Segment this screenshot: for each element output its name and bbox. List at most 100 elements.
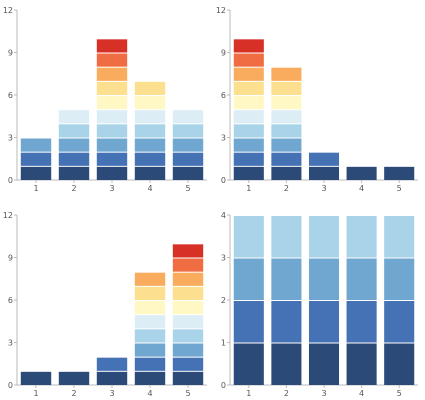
bar-segment	[233, 343, 264, 385]
bar-segment	[172, 315, 204, 329]
x-tick-label: 1	[246, 184, 251, 193]
x-tick-label: 4	[147, 184, 152, 193]
bar-segment	[134, 96, 166, 110]
bar-segment	[96, 110, 128, 124]
bar-segment	[271, 81, 302, 95]
x-tick-label: 5	[397, 389, 402, 398]
x-tick-label: 2	[284, 389, 289, 398]
x-tick-label: 3	[321, 389, 326, 398]
x-tick-label: 4	[359, 389, 364, 398]
bar-segment	[308, 166, 340, 180]
bar-segment	[233, 81, 264, 95]
bar-segment	[96, 124, 128, 138]
bar-segment	[233, 67, 264, 81]
bar-segment	[233, 39, 264, 53]
bar-segment	[271, 258, 302, 300]
bar-segment	[346, 216, 377, 258]
bar-segment	[134, 286, 166, 300]
bar-segment	[308, 152, 340, 166]
bar-segment	[384, 258, 415, 300]
bar-segment	[233, 301, 264, 343]
x-tick-label: 1	[33, 389, 38, 398]
y-tick-label: 12	[216, 6, 226, 15]
bar-segment	[233, 138, 264, 152]
bar-segment	[308, 258, 340, 300]
y-tick-label: 9	[8, 49, 13, 58]
x-tick-label: 4	[147, 389, 152, 398]
bar-segment	[271, 124, 302, 138]
bar-segment	[58, 124, 90, 138]
bar-4	[134, 81, 166, 180]
bar-segment	[134, 315, 166, 329]
bar-segment	[172, 286, 204, 300]
bar-5	[384, 216, 415, 385]
y-tick-label: 0	[221, 381, 226, 390]
bar-segment	[233, 166, 264, 180]
bar-segment	[384, 216, 415, 258]
x-tick-label: 4	[359, 184, 364, 193]
bar-2	[271, 67, 302, 180]
bar-3	[308, 216, 340, 385]
bar-segment	[172, 110, 204, 124]
bar-segment	[172, 124, 204, 138]
bar-2	[271, 216, 302, 385]
bar-segment	[134, 329, 166, 343]
y-tick-label: 3	[221, 254, 226, 263]
bar-3	[96, 39, 128, 180]
bar-segment	[233, 96, 264, 110]
bar-segment	[271, 138, 302, 152]
bar-segment	[233, 110, 264, 124]
x-tick-label: 3	[109, 389, 114, 398]
y-tick-label: 6	[8, 296, 13, 305]
bar-segment	[96, 371, 128, 385]
bar-segment	[172, 301, 204, 315]
bar-segment	[134, 343, 166, 357]
x-tick-label: 3	[321, 184, 326, 193]
bar-segment	[308, 216, 340, 258]
x-tick-label: 1	[246, 389, 251, 398]
bar-segment	[384, 343, 415, 385]
y-tick-label: 9	[8, 254, 13, 263]
bar-4	[134, 272, 166, 385]
bar-2	[58, 371, 90, 385]
bar-segment	[58, 110, 90, 124]
y-tick-label: 6	[8, 91, 13, 100]
bar-segment	[346, 343, 377, 385]
bar-1	[20, 371, 52, 385]
bar-segment	[96, 67, 128, 81]
bar-segment	[58, 138, 90, 152]
bar-segment	[346, 166, 377, 180]
bar-segment	[346, 258, 377, 300]
x-tick-label: 3	[109, 184, 114, 193]
bar-segment	[96, 81, 128, 95]
bar-segment	[172, 343, 204, 357]
y-tick-label: 0	[8, 176, 13, 185]
bar-segment	[20, 371, 52, 385]
bar-segment	[271, 301, 302, 343]
bar-segment	[271, 67, 302, 81]
bar-segment	[172, 272, 204, 286]
bar-segment	[233, 53, 264, 67]
bar-segment	[20, 152, 52, 166]
x-tick-label: 2	[71, 184, 76, 193]
y-tick-label: 2	[221, 296, 226, 305]
bar-4	[346, 166, 377, 180]
bar-segment	[346, 301, 377, 343]
x-tick-label: 5	[185, 389, 190, 398]
y-tick-label: 4	[221, 211, 226, 220]
bar-segment	[96, 166, 128, 180]
bar-segment	[233, 152, 264, 166]
bar-segment	[134, 301, 166, 315]
x-tick-label: 5	[397, 184, 402, 193]
y-tick-label: 6	[221, 91, 226, 100]
bar-segment	[134, 124, 166, 138]
x-tick-label: 2	[284, 184, 289, 193]
y-tick-label: 9	[221, 49, 226, 58]
y-tick-label: 1	[221, 339, 226, 348]
y-tick-label: 3	[8, 339, 13, 348]
bar-segment	[271, 110, 302, 124]
bar-segment	[96, 96, 128, 110]
